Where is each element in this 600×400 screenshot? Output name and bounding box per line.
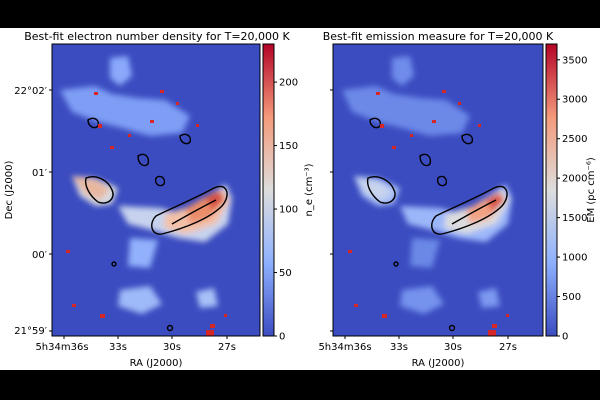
figure-canvas: Best-fit electron number density for T=2… bbox=[4, 30, 597, 369]
colorbar-tick-label: 100 bbox=[279, 205, 298, 216]
panel-emission-measure: Best-fit emission measure for T=20,000 K bbox=[318, 30, 597, 369]
colorbar-tick-label: 200 bbox=[279, 78, 298, 89]
x-tick-label: 30s bbox=[444, 342, 462, 353]
y-tick-label: 00′ bbox=[32, 250, 48, 261]
colorbar-tick-label: 3000 bbox=[562, 95, 587, 106]
colorbar-ticks: 0 50 100 150 200 bbox=[274, 78, 298, 343]
colorbar bbox=[545, 43, 558, 337]
colorbar-tick-label: 0 bbox=[279, 332, 285, 343]
chart-title: Best-fit electron number density for T=2… bbox=[24, 30, 290, 43]
y-tick-label: 21°59′ bbox=[14, 326, 47, 337]
colorbar-ticks: 0 500 1000 1500 2000 2500 3000 3500 bbox=[557, 55, 587, 343]
x-tick-label: 30s bbox=[163, 342, 181, 353]
x-tick-label: 33s bbox=[390, 342, 408, 353]
y-axis-label: Dec (J2000) bbox=[4, 161, 15, 220]
colorbar-tick-label: 1000 bbox=[562, 253, 587, 264]
density-map bbox=[52, 44, 260, 336]
x-axis-label: RA (J2000) bbox=[412, 358, 465, 369]
x-tick-label: 27s bbox=[218, 342, 236, 353]
y-tick-label: 22°02′ bbox=[14, 86, 47, 97]
colorbar-tick-label: 150 bbox=[279, 141, 298, 152]
colorbar-tick-label: 0 bbox=[562, 332, 568, 343]
emission-map bbox=[333, 44, 543, 336]
figure: Best-fit electron number density for T=2… bbox=[0, 28, 600, 370]
colorbar-tick-label: 500 bbox=[562, 292, 581, 303]
colorbar-tick-label: 2500 bbox=[562, 134, 587, 145]
x-axis-label: RA (J2000) bbox=[130, 358, 183, 369]
colorbar-tick-label: 1500 bbox=[562, 213, 587, 224]
colorbar-label: EM (pc cm⁻⁶) bbox=[586, 157, 597, 223]
colorbar-tick-label: 3500 bbox=[562, 55, 587, 66]
panel-electron-density: Best-fit electron number density for T=2… bbox=[4, 30, 315, 369]
chart-title: Best-fit emission measure for T=20,000 K bbox=[323, 30, 554, 43]
colorbar-label: n_e (cm⁻³) bbox=[304, 163, 315, 216]
x-tick-label: 27s bbox=[499, 342, 517, 353]
x-tick-label: 5h34m36s bbox=[318, 342, 371, 353]
x-tick-label: 5h34m36s bbox=[35, 342, 88, 353]
colorbar-tick-label: 2000 bbox=[562, 174, 587, 185]
colorbar-tick-label: 50 bbox=[279, 268, 292, 279]
x-tick-label: 33s bbox=[109, 342, 127, 353]
colorbar bbox=[262, 43, 275, 337]
y-tick-label: 01′ bbox=[32, 168, 48, 179]
